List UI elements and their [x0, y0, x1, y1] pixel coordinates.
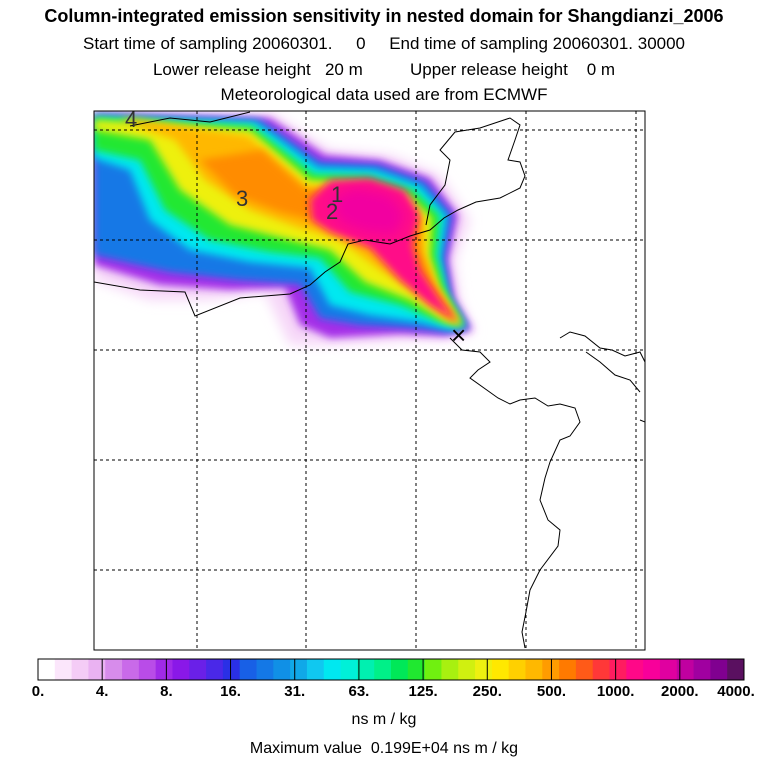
colorbar-swatch [659, 659, 678, 680]
colorbar-swatch [374, 659, 392, 680]
contour-label: 3 [236, 186, 248, 211]
upper-height-value: 0 m [586, 60, 616, 79]
max-units: ns m / kg [453, 740, 519, 757]
colorbar-tick-label: 2000. [661, 683, 699, 700]
contour-label: 4 [125, 107, 137, 132]
colorbar-swatch [340, 659, 358, 680]
colorbar-tick-label: 63. [348, 683, 370, 700]
sensitivity-field [94, 111, 475, 345]
maximum-value: Maximum value 0.199E+04 ns m / kg [0, 740, 768, 758]
colorbar-swatch [626, 659, 644, 680]
colorbar-swatch [138, 659, 157, 680]
colorbar-swatch [575, 659, 594, 680]
colorbar-swatch [441, 659, 459, 680]
colorbar-swatch [306, 659, 325, 680]
colorbar-swatch [391, 659, 409, 680]
contour-dark-orange [200, 150, 455, 322]
colorbar-swatch [88, 659, 106, 680]
colorbar-swatch [475, 659, 493, 680]
colorbar-swatch [222, 659, 241, 680]
end-time-label: End time of sampling 20060301. 30000 [389, 34, 686, 53]
colorbar-swatch [38, 659, 56, 680]
coastline-peninsula [449, 337, 581, 649]
colorbar-swatch [643, 659, 661, 680]
colorbar-swatch [525, 659, 543, 680]
colorbar-swatch [676, 659, 695, 680]
release-site-marker: × [451, 320, 466, 350]
colorbar [38, 659, 745, 680]
colorbar-tick-label: 8. [160, 683, 173, 700]
colorbar-frame [37, 658, 745, 681]
colorbar-tick-label: 4. [95, 683, 109, 700]
colorbar-units: ns m / kg [351, 711, 417, 728]
colorbar-swatch [273, 659, 291, 680]
colorbar-swatch [122, 659, 140, 680]
coastline-korea [559, 331, 645, 423]
colorbar-swatch [105, 659, 123, 680]
contour-label: 2 [326, 199, 338, 224]
coastlines [94, 111, 645, 649]
colorbar-tick-label: 125. [408, 683, 438, 700]
colorbar-swatch [693, 659, 711, 680]
plot-title: Column-integrated emission sensitivity i… [44, 6, 724, 26]
coastline-korea-inner [585, 351, 641, 393]
met-source: Meteorological data used are from ECMWF [220, 85, 548, 104]
colorbar-swatch [542, 659, 560, 680]
colorbar-swatch [206, 659, 224, 680]
colorbar-swatch [172, 659, 190, 680]
colorbar-dividers [101, 659, 681, 680]
coastline-border-north [129, 111, 251, 127]
colorbar-swatch [592, 659, 611, 680]
colorbar-swatch [71, 659, 89, 680]
contour-magenta-peak [330, 188, 405, 235]
map-frame [93, 110, 646, 651]
colorbar-swatch [290, 659, 308, 680]
sampling-times: Start time of sampling 20060301. 0 End t… [0, 34, 768, 54]
max-value: 0.199E+04 [370, 740, 449, 757]
graticule [94, 111, 645, 650]
release-heights: Lower release height 20 m Upper release … [0, 60, 768, 80]
contour-yellow [94, 120, 462, 325]
colorbar-swatch [256, 659, 274, 680]
colorbar-tick-label: 16. [220, 683, 241, 700]
colorbar-swatch [710, 659, 728, 680]
lower-height-label: Lower release height [152, 60, 311, 79]
coastline-bay [94, 117, 526, 317]
colorbar-swatch [424, 659, 442, 680]
colorbar-tick-label: 0. [31, 683, 45, 700]
contour-labels: 4 3 1 2 [125, 107, 343, 224]
colorbar-swatch [491, 659, 510, 680]
start-time-suffix: 0 [356, 34, 366, 53]
colorbar-swatch [357, 659, 375, 680]
colorbar-swatch [155, 659, 173, 680]
contour-label: 1 [331, 182, 343, 207]
max-label: Maximum value [249, 740, 362, 757]
colorbar-swatch [189, 659, 207, 680]
colorbar-swatch [727, 659, 745, 680]
colorbar-swatch [609, 659, 627, 680]
lower-height-value: 20 m [324, 60, 363, 79]
start-time-label: Start time of sampling 20060301. [82, 34, 333, 53]
colorbar-tick-label: 4000. [717, 683, 755, 700]
colorbar-swatch [239, 659, 258, 680]
colorbar-swatch [508, 659, 526, 680]
colorbar-tick-label: 31. [284, 683, 306, 700]
colorbar-swatch [323, 659, 342, 680]
contour-orange [120, 118, 462, 326]
colorbar-tick-label: 1000. [596, 683, 635, 700]
colorbar-swatch [407, 659, 426, 680]
colorbar-swatch [559, 659, 577, 680]
colorbar-swatch [458, 659, 476, 680]
colorbar-tick-label: 500. [536, 683, 567, 700]
colorbar-tick-label: 250. [472, 683, 502, 700]
upper-height-label: Upper release height [409, 60, 568, 79]
colorbar-swatch [54, 659, 73, 680]
